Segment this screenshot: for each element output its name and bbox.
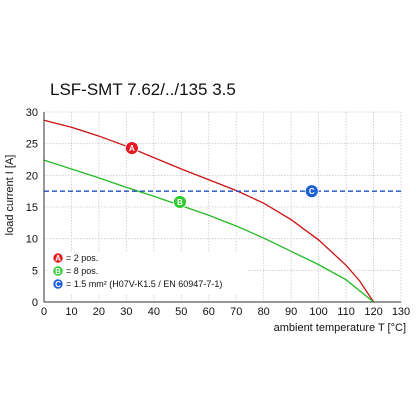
legend-entry: = 8 pos. xyxy=(66,266,98,276)
series-marker-letter: B xyxy=(177,198,183,207)
y-tick-label: 15 xyxy=(26,202,38,214)
x-tick-label: 30 xyxy=(120,306,132,318)
x-axis-title: ambient temperature T [°C] xyxy=(274,322,406,334)
x-tick-label: 130 xyxy=(392,306,410,318)
y-tick-label: 20 xyxy=(26,170,38,182)
legend-swatch-b xyxy=(52,265,64,277)
series-marker-a xyxy=(124,141,139,156)
x-tick-label: 60 xyxy=(203,306,215,318)
series-line-a xyxy=(43,119,375,303)
y-tick-label: 5 xyxy=(32,265,38,277)
x-tick-label: 50 xyxy=(175,306,187,318)
legend-entry: = 2 pos. xyxy=(66,253,98,263)
legend-swatch-letter: A xyxy=(55,254,61,263)
x-tick-label: 20 xyxy=(93,306,105,318)
y-tick-label: 10 xyxy=(26,234,38,246)
x-tick-label: 120 xyxy=(364,306,382,318)
legend-swatch-letter: C xyxy=(55,280,61,289)
legend-swatch-a xyxy=(52,252,64,264)
y-tick-label: 25 xyxy=(26,139,38,151)
y-tick-label: 30 xyxy=(26,107,38,119)
series-marker-c xyxy=(304,184,319,199)
legend-entry: = 1.5 mm² (H07V-K1.5 / EN 60947-7-1) xyxy=(66,279,222,289)
series-markers: A B C xyxy=(124,141,319,209)
chart-title: LSF-SMT 7.62/../135 3.5 xyxy=(50,80,236,99)
x-tick-label: 80 xyxy=(258,306,270,318)
series-marker-letter: A xyxy=(129,144,135,153)
x-tick-label: 10 xyxy=(65,306,77,318)
legend-swatch-letter: B xyxy=(55,267,61,276)
x-tick-label: 0 xyxy=(41,306,47,318)
series-layer xyxy=(43,119,401,303)
legend: A = 2 pos. B = 8 pos. C = 1.5 mm² (H07V-K1.5 … xyxy=(48,252,248,294)
x-tick-label: 110 xyxy=(337,306,355,318)
y-tick-label: 0 xyxy=(32,297,38,309)
series-marker-b xyxy=(173,195,187,209)
legend-background xyxy=(48,252,248,294)
series-line-b xyxy=(43,159,374,303)
legend-swatch-c xyxy=(52,278,64,290)
x-tick-label: 40 xyxy=(148,306,160,318)
x-tick-label: 100 xyxy=(309,306,327,318)
x-tick-label: 70 xyxy=(230,306,242,318)
x-tick-label: 90 xyxy=(285,306,297,318)
axes: 0 10 20 30 40 50 60 70 80 90 100 110 120 130 0 5 10 15 20 2… xyxy=(26,107,410,318)
y-axis-title: load current I [A] xyxy=(4,155,16,236)
series-marker-letter: C xyxy=(309,187,315,196)
